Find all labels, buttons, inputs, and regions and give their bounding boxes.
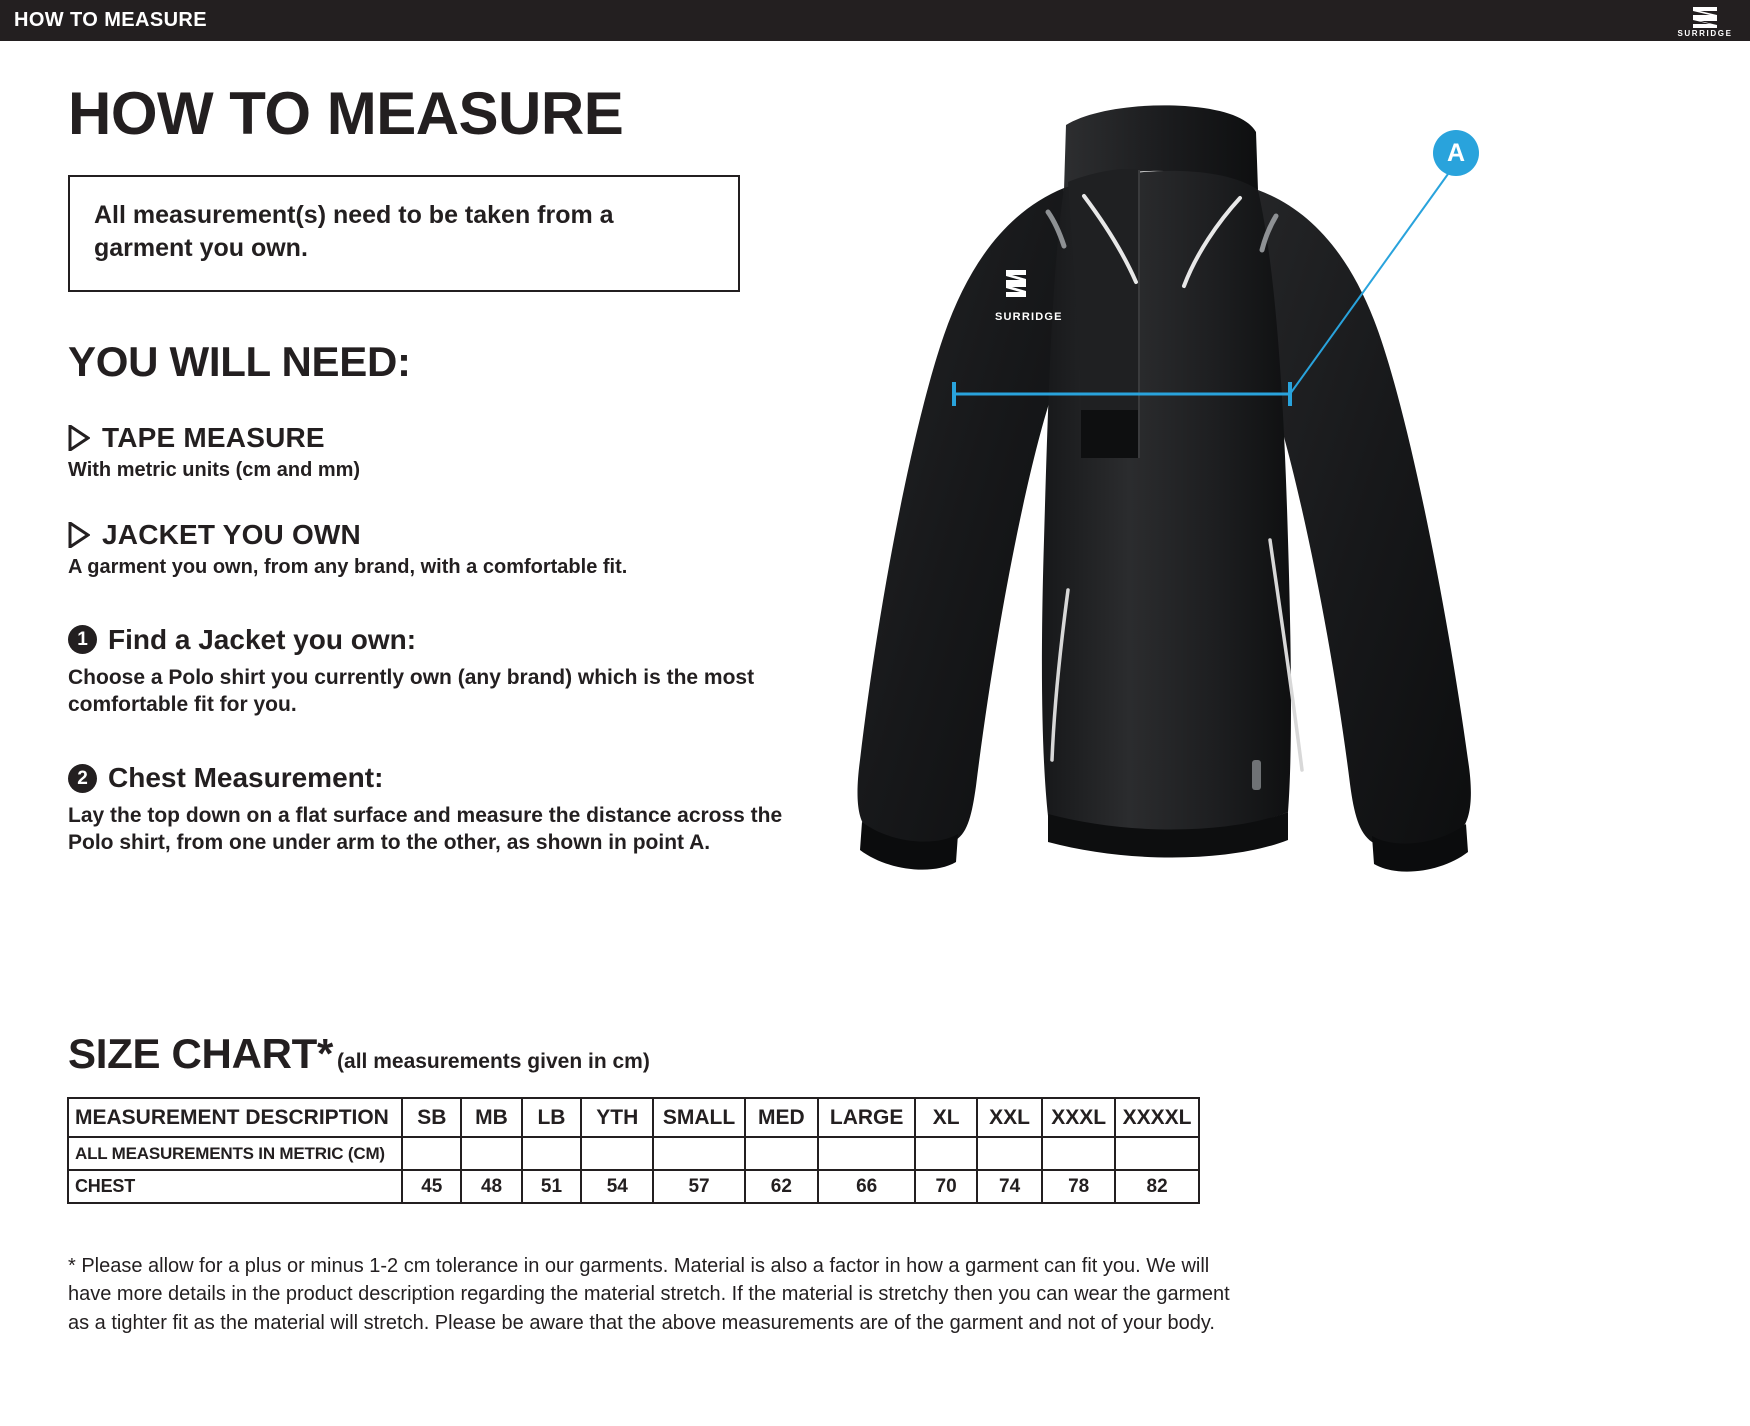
column-header-xl: XL — [914, 1097, 979, 1138]
column-header-xxxxl: XXXXL — [1114, 1097, 1200, 1138]
cell — [743, 1136, 820, 1171]
size-chart-heading: SIZE CHART* (all measurements given in c… — [68, 1030, 650, 1078]
size-chart-title: SIZE CHART* — [68, 1030, 334, 1077]
size-chart-table: MEASUREMENT DESCRIPTION SB MB LB YTH SMA… — [66, 1097, 1200, 1204]
need-title: TAPE MEASURE — [102, 421, 325, 453]
jacket-left-sleeve — [857, 188, 1064, 848]
cell — [817, 1136, 917, 1171]
jacket-piping-left-side — [1050, 588, 1070, 762]
column-header-description: MEASUREMENT DESCRIPTION — [66, 1097, 404, 1138]
jacket-right-sleeve — [1258, 190, 1471, 850]
jacket-placket — [1068, 169, 1140, 420]
step-body: Choose a Polo shirt you currently own (a… — [68, 665, 755, 716]
cell: 70 — [914, 1169, 979, 1204]
need-subtitle: With metric units (cm and mm) — [68, 458, 361, 481]
jacket-reflective-tab-right — [1259, 213, 1279, 253]
cell: 54 — [580, 1169, 655, 1204]
jacket-zip-flap — [1081, 410, 1139, 458]
jacket-chest-logo: SURRIDGE — [995, 270, 1063, 323]
column-header-sb: SB — [401, 1097, 463, 1138]
column-header-xxl: XXL — [976, 1097, 1044, 1138]
jacket-diagram-svg: SURRIDGE — [857, 105, 1471, 872]
cell — [580, 1136, 655, 1171]
jacket-piping-right-side — [1268, 538, 1304, 772]
row-label: ALL MEASUREMENTS IN METRIC (CM) — [66, 1136, 404, 1171]
size-chart-subtitle: (all measurements given in cm) — [337, 1050, 650, 1073]
cell: 74 — [976, 1169, 1044, 1204]
jacket-side-label — [1252, 760, 1261, 790]
cell — [1041, 1136, 1117, 1171]
column-header-xxxl: XXXL — [1041, 1097, 1117, 1138]
cell: 66 — [817, 1169, 917, 1204]
footnote-text: * Please allow for a plus or minus 1-2 c… — [68, 1255, 1230, 1334]
top-header-title: HOW TO MEASURE — [14, 9, 208, 31]
need-item-tape-measure: TAPE MEASURE With metric units (cm and m… — [68, 422, 858, 483]
cell — [460, 1136, 523, 1171]
column-header-yth: YTH — [580, 1097, 655, 1138]
cell: 78 — [1041, 1169, 1117, 1204]
triangle-bullet-icon — [68, 424, 90, 451]
table-row: ALL MEASUREMENTS IN METRIC (CM) — [66, 1136, 1200, 1171]
cell — [401, 1136, 463, 1171]
table-header-row: MEASUREMENT DESCRIPTION SB MB LB YTH SMA… — [66, 1097, 1200, 1138]
jacket-piping-left-shoulder — [1082, 194, 1138, 284]
need-title: JACKET YOU OWN — [102, 518, 361, 550]
brand-logo: SURRIDGE — [1670, 2, 1740, 40]
need-item-jacket: JACKET YOU OWN A garment you own, from a… — [68, 519, 858, 580]
column-header-lb: LB — [520, 1097, 583, 1138]
step-2: 2 Chest Measurement: Lay the top down on… — [68, 762, 858, 857]
jacket-piping-right-shoulder — [1182, 196, 1242, 288]
callout-marker-a: A — [1433, 130, 1479, 176]
brand-name: SURRIDGE — [1677, 28, 1733, 38]
column-header-med: MED — [743, 1097, 820, 1138]
jacket-left-cuff — [860, 822, 958, 870]
surridge-s-logo-icon — [1693, 6, 1717, 28]
step-number-badge: 1 — [68, 625, 97, 654]
jacket-illustration: SURRIDGE — [840, 70, 1540, 950]
table-row: CHEST 45 48 51 54 57 62 66 70 74 78 82 — [66, 1169, 1200, 1204]
measurement-notice-text: All measurement(s) need to be taken from… — [94, 201, 614, 263]
cell — [652, 1136, 746, 1171]
top-header-bar: HOW TO MEASURE SURRIDGE — [0, 0, 1750, 41]
column-header-small: SMALL — [652, 1097, 746, 1138]
cell — [914, 1136, 979, 1171]
column-header-large: LARGE — [817, 1097, 917, 1138]
jacket-right-cuff — [1372, 824, 1468, 872]
step-number-badge: 2 — [68, 763, 97, 793]
chest-measurement-line — [952, 173, 1449, 406]
jacket-hem-band — [1048, 812, 1288, 858]
cell — [520, 1136, 583, 1171]
column-header-mb: MB — [460, 1097, 523, 1138]
step-1: 1 Find a Jacket you own: Choose a Polo s… — [68, 624, 858, 719]
cell: 48 — [460, 1169, 523, 1204]
step-title: Chest Measurement: — [108, 762, 384, 794]
jacket-reflective-tab-left — [1045, 209, 1067, 249]
cell: 57 — [652, 1169, 746, 1204]
cell — [976, 1136, 1044, 1171]
left-content-column: HOW TO MEASURE All measurement(s) need t… — [68, 82, 858, 857]
triangle-bullet-icon — [68, 521, 90, 548]
cell: 62 — [743, 1169, 820, 1204]
measurement-notice-box: All measurement(s) need to be taken from… — [68, 175, 740, 292]
svg-text:SURRIDGE: SURRIDGE — [995, 311, 1063, 323]
cell: 51 — [520, 1169, 583, 1204]
cell — [1114, 1136, 1200, 1171]
row-label: CHEST — [66, 1169, 404, 1204]
need-subtitle: A garment you own, from any brand, with … — [68, 555, 628, 578]
step-title: Find a Jacket you own: — [108, 623, 417, 655]
jacket-collar — [1064, 105, 1258, 190]
cell: 82 — [1114, 1169, 1200, 1204]
step-body: Lay the top down on a flat surface and m… — [68, 804, 783, 855]
cell: 45 — [401, 1169, 463, 1204]
you-will-need-heading: YOU WILL NEED: — [68, 337, 411, 385]
page-title: HOW TO MEASURE — [68, 80, 624, 147]
